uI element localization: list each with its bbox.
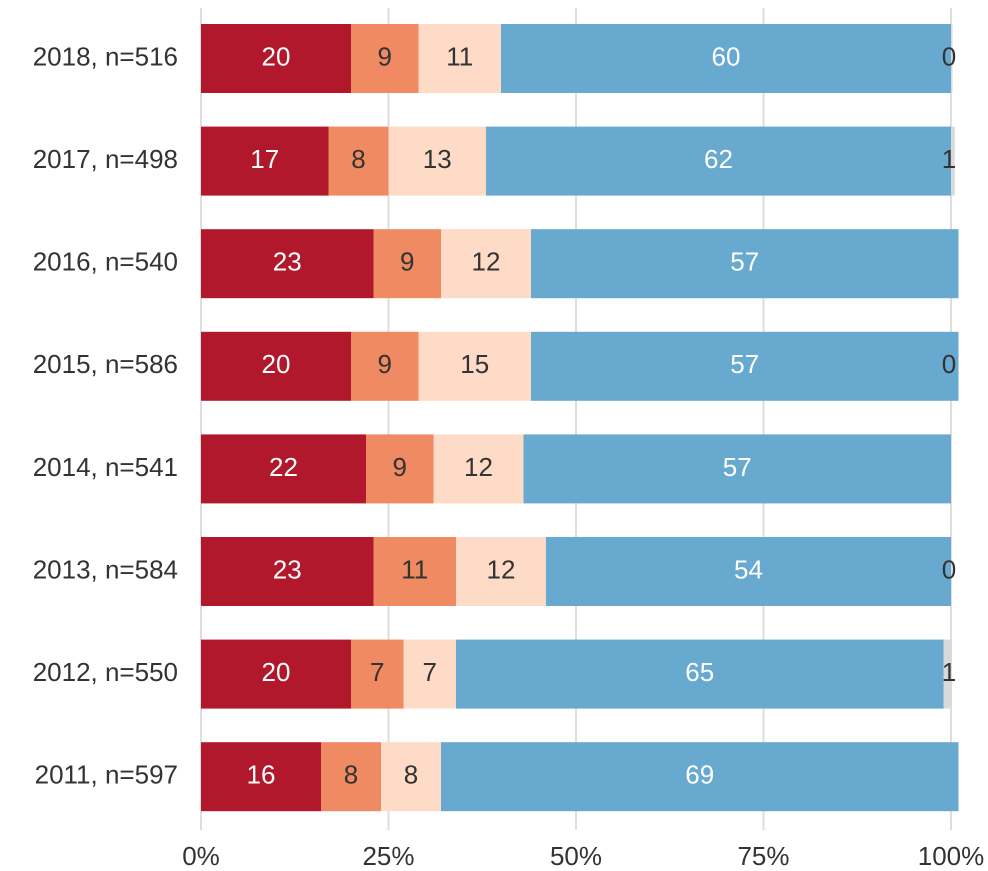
bar-value-label: 7 bbox=[370, 657, 384, 687]
bar-segment bbox=[351, 639, 404, 709]
bar-segment bbox=[951, 126, 955, 196]
bar-value-label: 17 bbox=[250, 144, 279, 174]
bar-value-label: 12 bbox=[464, 452, 493, 482]
bar-segment bbox=[531, 331, 959, 401]
bar-value-label: 13 bbox=[423, 144, 452, 174]
bar-value-label: 57 bbox=[730, 349, 759, 379]
bar-segment bbox=[388, 126, 486, 196]
bar-segment bbox=[433, 434, 524, 504]
bar-value-label: 60 bbox=[712, 41, 741, 71]
bar-value-label: 0 bbox=[942, 41, 956, 71]
bar-value-label: 62 bbox=[704, 144, 733, 174]
bar-value-label: 16 bbox=[247, 760, 276, 790]
bar-segment bbox=[373, 229, 441, 299]
bar-value-label: 23 bbox=[273, 247, 302, 277]
bar-segment bbox=[201, 229, 374, 299]
bar-value-label: 54 bbox=[734, 554, 763, 584]
bar-value-label: 11 bbox=[401, 554, 428, 584]
bar-segment bbox=[201, 331, 351, 401]
bar-segment bbox=[441, 742, 959, 812]
y-category-label: 2016, n=540 bbox=[33, 247, 178, 277]
bar-segment bbox=[201, 434, 366, 504]
bar-segment bbox=[486, 126, 951, 196]
bar-segment bbox=[531, 229, 959, 299]
bar-segment bbox=[951, 24, 953, 93]
bar-value-label: 9 bbox=[393, 452, 407, 482]
bar-value-label: 65 bbox=[685, 657, 714, 687]
bar-value-label: 20 bbox=[262, 41, 291, 71]
bar-value-label: 8 bbox=[344, 760, 358, 790]
bar-segment bbox=[381, 742, 441, 812]
bar-value-label: 57 bbox=[730, 247, 759, 277]
bar-value-label: 20 bbox=[262, 657, 291, 687]
bar-value-label: 0 bbox=[942, 554, 956, 584]
bar-value-label: 9 bbox=[400, 247, 414, 277]
x-tick-label: 0% bbox=[182, 841, 220, 871]
bar-value-label: 8 bbox=[351, 144, 365, 174]
bar-value-label: 7 bbox=[423, 657, 437, 687]
bar-value-label: 15 bbox=[460, 349, 489, 379]
bar-value-label: 69 bbox=[685, 760, 714, 790]
bar-segment bbox=[351, 331, 419, 401]
bar-value-label: 1 bbox=[942, 657, 956, 687]
bar-value-label: 9 bbox=[378, 41, 392, 71]
bar-value-label: 12 bbox=[487, 554, 516, 584]
bar-value-label: 0 bbox=[942, 349, 956, 379]
bar-segment bbox=[546, 537, 951, 606]
bar-segment bbox=[201, 24, 351, 93]
y-category-label: 2013, n=584 bbox=[33, 554, 178, 584]
bar-value-label: 11 bbox=[446, 41, 473, 71]
y-category-label: 2011, n=597 bbox=[35, 760, 178, 790]
bar-segment bbox=[328, 126, 389, 196]
bar-segment bbox=[456, 537, 546, 606]
x-tick-label: 100% bbox=[918, 841, 985, 871]
bar-segment bbox=[201, 126, 329, 196]
bar-value-label: 9 bbox=[378, 349, 392, 379]
bar-value-label: 20 bbox=[262, 349, 291, 379]
bar-segment bbox=[403, 639, 456, 709]
bar-segment bbox=[321, 742, 381, 812]
x-tick-label: 25% bbox=[362, 841, 414, 871]
y-category-label: 2012, n=550 bbox=[33, 657, 178, 687]
bar-value-label: 57 bbox=[723, 452, 752, 482]
y-category-label: 2017, n=498 bbox=[33, 144, 178, 174]
bar-segment bbox=[943, 639, 952, 709]
bar-segment bbox=[201, 537, 374, 606]
bar-segment bbox=[201, 742, 321, 812]
y-category-label: 2015, n=586 bbox=[33, 349, 178, 379]
y-category-label: 2018, n=516 bbox=[33, 41, 178, 71]
x-axis-labels: 0% 25% 50% 75% 100% bbox=[182, 841, 984, 871]
y-category-label: 2014, n=541 bbox=[33, 452, 178, 482]
x-tick-label: 75% bbox=[737, 841, 789, 871]
y-axis-labels: 2018, n=516 2017, n=498 2016, n=540 2015, n… bbox=[33, 41, 178, 789]
bar-segment bbox=[201, 639, 351, 709]
bar-value-label: 1 bbox=[942, 144, 956, 174]
x-tick-label: 50% bbox=[550, 841, 602, 871]
bar-segment bbox=[501, 24, 951, 93]
bar-segment bbox=[523, 434, 951, 504]
bar-value-label: 22 bbox=[269, 452, 298, 482]
bar-segment bbox=[456, 639, 944, 709]
bar-segment bbox=[373, 537, 456, 606]
bar-segment bbox=[366, 434, 434, 504]
bar-segment bbox=[351, 24, 419, 93]
bar-value-label: 23 bbox=[273, 554, 302, 584]
bar-value-label: 8 bbox=[404, 760, 418, 790]
bar-segment bbox=[441, 229, 531, 299]
bar-segment bbox=[418, 24, 501, 93]
bar-value-label: 12 bbox=[472, 247, 501, 277]
bar-segment bbox=[418, 331, 531, 401]
